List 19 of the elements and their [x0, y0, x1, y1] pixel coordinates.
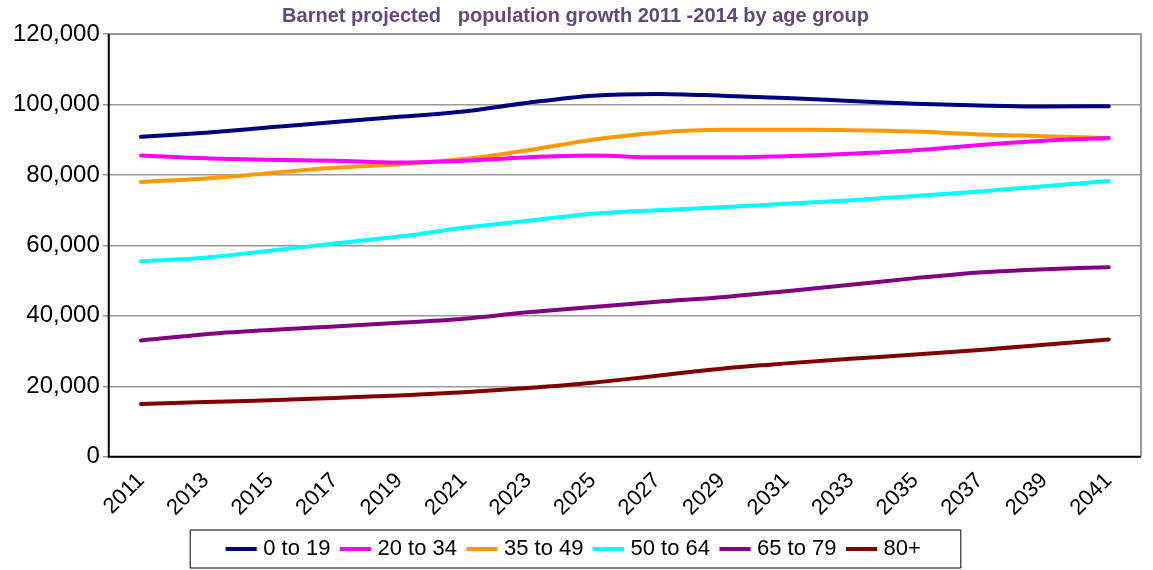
y-tick-label: 0	[86, 441, 100, 469]
legend-label: 65 to 79	[756, 535, 837, 561]
y-tick-label: 40,000	[26, 300, 100, 328]
legend-label: 80+	[883, 535, 921, 561]
y-tick-label: 60,000	[26, 229, 100, 257]
y-tick-label: 80,000	[26, 159, 100, 187]
line-series	[139, 91, 1111, 139]
y-tick-label: 120,000	[12, 18, 100, 46]
y-tick-label: 100,000	[12, 89, 100, 117]
line-series	[139, 265, 1111, 343]
legend-label: 50 to 64	[630, 535, 710, 561]
legend-label: 35 to 49	[503, 535, 584, 561]
chart-title: Barnet projected population growth 2011 -2014 by age group	[282, 3, 869, 26]
line-series	[139, 337, 1111, 406]
line-series	[139, 135, 1111, 165]
line-series	[139, 178, 1111, 264]
legend-label: 0 to 19	[263, 535, 331, 561]
legend-label: 20 to 34	[377, 535, 457, 561]
y-tick-label: 20,000	[26, 370, 100, 398]
